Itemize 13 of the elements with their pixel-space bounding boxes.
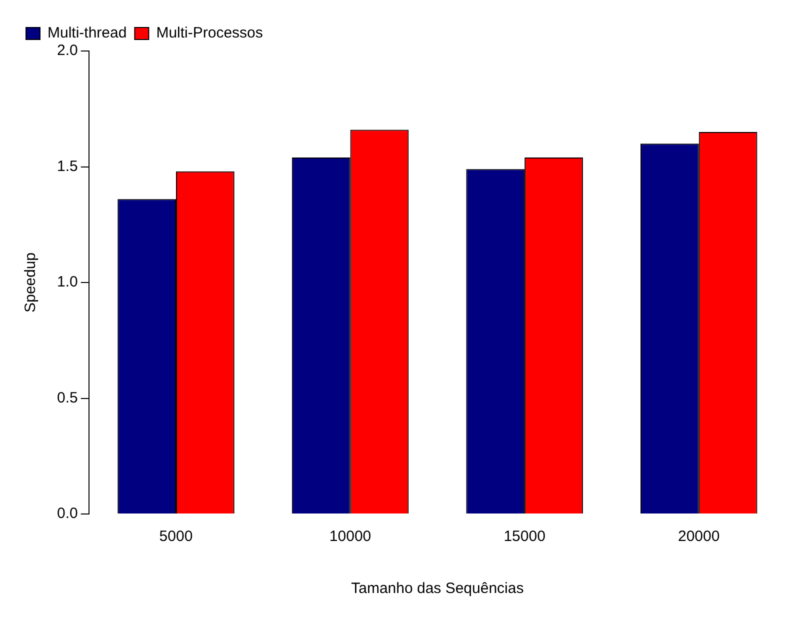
y-tick-label: 0.5: [56, 389, 78, 406]
x-tick-label: 5000: [159, 528, 193, 546]
legend-label: Multi-Processos: [156, 24, 263, 42]
legend-label: Multi-thread: [48, 24, 127, 42]
x-tick-label: 20000: [678, 528, 720, 546]
y-axis-title: Speedup: [22, 252, 40, 313]
y-tick-label: 2.0: [56, 42, 78, 60]
y-tick-label: 1.0: [56, 274, 78, 291]
x-tick-label: 15000: [504, 528, 546, 546]
y-tick-label: 0.0: [56, 505, 78, 522]
x-tick-label: 10000: [329, 528, 372, 546]
y-tick-label: 1.5: [56, 158, 78, 175]
x-axis-title: Tamanho das Sequências: [351, 580, 524, 598]
